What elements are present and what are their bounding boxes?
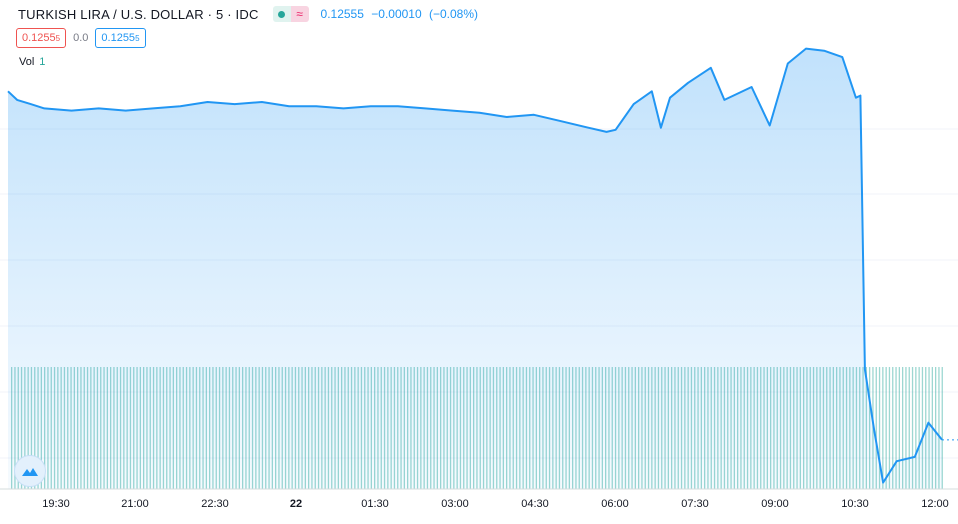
volume-bar <box>882 367 884 489</box>
price-quote: 0.12555 −0.00010 (−0.08%) <box>321 7 483 21</box>
x-tick-label: 09:00 <box>761 498 789 510</box>
sell-button[interactable]: 0.1255 5 <box>16 28 67 48</box>
volume-bar <box>875 367 877 489</box>
volume-bar <box>918 367 920 489</box>
time-axis[interactable]: 19:30 21:00 22:30 22 01:30 03:00 04:30 06:00 07:… <box>42 498 949 510</box>
spread-value: 0.0 <box>73 32 89 44</box>
wave-icon[interactable]: ≈ <box>290 6 309 22</box>
volume-label: Vol <box>19 56 35 68</box>
x-tick-label: 12:00 <box>921 498 949 510</box>
dot-icon[interactable] <box>272 6 291 22</box>
volume-bar <box>902 367 904 489</box>
volume-bar <box>898 367 900 489</box>
volume-bar <box>892 367 894 489</box>
x-tick-label: 07:30 <box>681 498 709 510</box>
volume-bar <box>935 367 937 489</box>
price-line <box>7 47 943 484</box>
x-tick-label: 19:30 <box>42 498 70 510</box>
volume-bar <box>888 367 891 489</box>
price-change-percent: (−0.08%) <box>429 7 479 21</box>
x-tick-label: 06:00 <box>601 498 629 510</box>
volume-bar <box>941 367 943 489</box>
x-tick-label: 04:30 <box>521 498 549 510</box>
volume-bar <box>908 367 910 489</box>
volume-value: 1 <box>39 56 46 68</box>
x-tick-label: 22 <box>290 498 302 510</box>
volume-bar <box>915 367 917 489</box>
volume-legend[interactable]: Vol 1 <box>19 56 45 68</box>
volume-bar <box>911 367 914 489</box>
volume-bar <box>878 367 881 489</box>
tradingview-logo-icon[interactable] <box>14 455 46 487</box>
order-row: 0.1255 5 0.0 0.1255 5 <box>16 28 146 48</box>
legend-header: TURKISH LIRA / U.S. DOLLAR · 5 · IDC ≈ 0… <box>18 6 482 22</box>
sell-price: 0.1255 <box>22 32 56 44</box>
x-tick-label: 01:30 <box>361 498 389 510</box>
buy-price-sup: 5 <box>135 33 140 43</box>
volume-bar <box>895 367 897 489</box>
volume-bar <box>938 367 940 489</box>
volume-bar <box>885 367 887 489</box>
sell-price-sup: 5 <box>55 33 61 43</box>
volume-bar <box>905 367 907 489</box>
volume-bar <box>921 367 924 489</box>
x-tick-label: 22:30 <box>201 498 229 510</box>
buy-price: 0.1255 <box>101 32 136 44</box>
x-tick-label: 03:00 <box>441 498 469 510</box>
price-area-fill <box>8 48 942 489</box>
last-price: 0.12555 <box>320 7 364 21</box>
symbol-title[interactable]: TURKISH LIRA / U.S. DOLLAR · 5 · IDC <box>18 6 259 22</box>
x-tick-label: 10:30 <box>841 498 869 510</box>
buy-button[interactable]: 0.1255 5 <box>95 28 146 48</box>
price-change: −0.00010 <box>371 7 422 21</box>
x-tick-label: 21:00 <box>121 498 149 510</box>
